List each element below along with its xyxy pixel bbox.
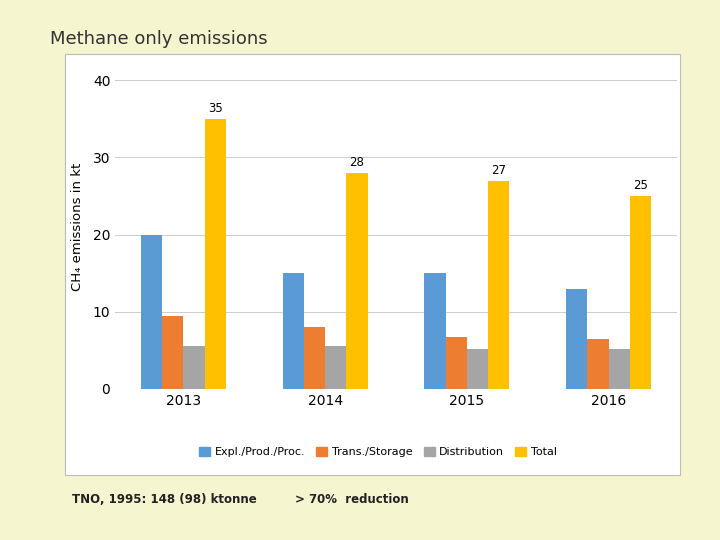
Text: > 70%  reduction: > 70% reduction [295,493,409,506]
Bar [488,180,510,389]
Text: TNO, 1995: 148 (98) ktonne: TNO, 1995: 148 (98) ktonne [72,493,257,506]
Bar [424,273,446,389]
Legend: Expl./Prod./Proc., Trans./Storage, Distribution, Total: Expl./Prod./Proc., Trans./Storage, Distr… [194,442,562,462]
Bar [140,234,162,389]
Bar [304,327,325,389]
Text: 28: 28 [350,156,364,169]
Text: Methane only emissions: Methane only emissions [50,30,268,48]
Bar [282,273,304,389]
Bar [184,346,204,389]
Text: 35: 35 [208,102,222,115]
Bar [608,349,630,389]
Text: 25: 25 [633,179,648,192]
Text: 27: 27 [491,164,506,177]
Bar [467,349,488,389]
Bar [566,288,588,389]
Bar [588,339,608,389]
Bar [346,173,368,389]
Bar [446,337,467,389]
Y-axis label: CH₄ emissions in kt: CH₄ emissions in kt [71,163,84,291]
Bar [325,346,346,389]
Bar [630,196,652,389]
Bar [204,119,226,389]
Bar [162,315,184,389]
